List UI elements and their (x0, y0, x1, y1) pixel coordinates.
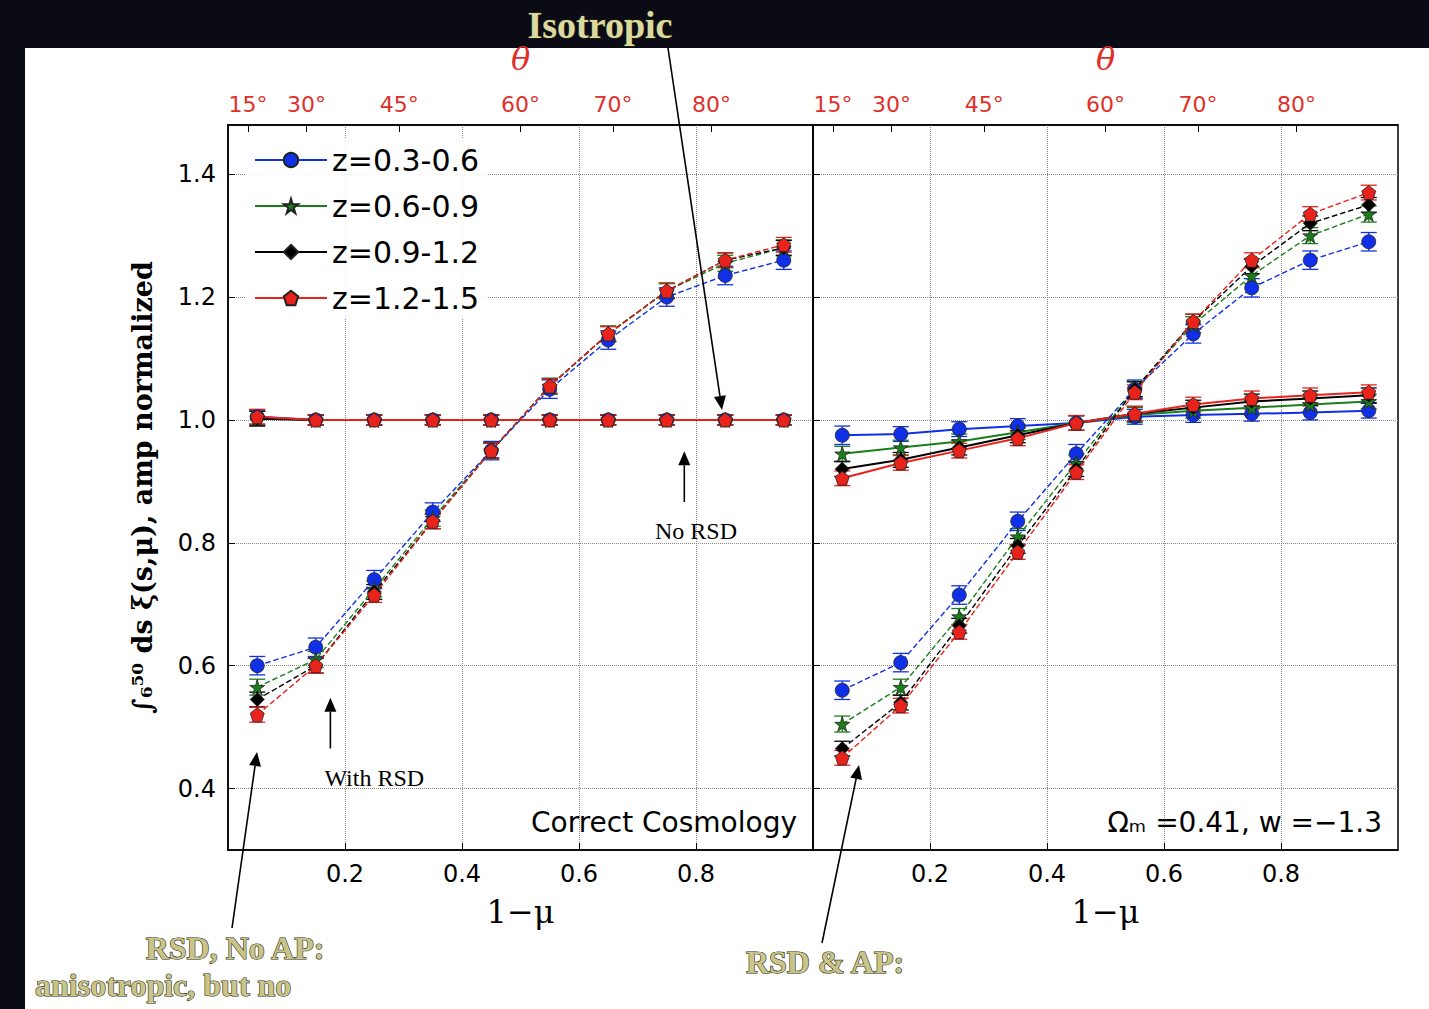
svg-text:θ: θ (1096, 40, 1115, 78)
svg-text:Correct Cosmology: Correct Cosmology (531, 806, 797, 839)
svg-text:0.6: 0.6 (178, 652, 216, 680)
svg-text:15°: 15° (813, 92, 852, 117)
svg-text:60°: 60° (1086, 92, 1125, 117)
svg-text:80°: 80° (1277, 92, 1316, 117)
svg-text:z=0.3-0.6: z=0.3-0.6 (332, 143, 479, 178)
svg-text:0.6: 0.6 (560, 860, 598, 888)
svg-text:Ωₘ =0.41, w =−1.3: Ωₘ =0.41, w =−1.3 (1107, 806, 1382, 839)
svg-text:1−μ: 1−μ (487, 893, 555, 931)
svg-text:1−μ: 1−μ (1072, 893, 1140, 931)
svg-text:80°: 80° (692, 92, 731, 117)
svg-text:0.2: 0.2 (911, 860, 949, 888)
svg-text:1.2: 1.2 (178, 283, 216, 311)
svg-text:15°: 15° (228, 92, 267, 117)
svg-text:With RSD: With RSD (324, 765, 424, 791)
svg-text:anisotropic, but no: anisotropic, but no (35, 967, 291, 1003)
svg-text:z=0.9-1.2: z=0.9-1.2 (332, 235, 479, 270)
svg-text:RSD, No AP:: RSD, No AP: (146, 930, 325, 966)
svg-text:0.6: 0.6 (1145, 860, 1183, 888)
svg-text:z=0.6-0.9: z=0.6-0.9 (332, 189, 479, 224)
svg-text:0.4: 0.4 (443, 860, 481, 888)
svg-text:1.0: 1.0 (178, 406, 216, 434)
svg-text:0.4: 0.4 (178, 775, 216, 803)
svg-text:30°: 30° (872, 92, 911, 117)
svg-text:0.8: 0.8 (677, 860, 715, 888)
svg-text:60°: 60° (501, 92, 540, 117)
svg-text:0.2: 0.2 (326, 860, 364, 888)
svg-text:θ: θ (510, 40, 531, 78)
svg-text:RSD & AP:: RSD & AP: (746, 944, 904, 980)
svg-text:∫₆⁵⁰ ds ξ(s,μ), amp normalized: ∫₆⁵⁰ ds ξ(s,μ), amp normalized (127, 261, 158, 714)
svg-text:0.8: 0.8 (1262, 860, 1300, 888)
svg-text:30°: 30° (287, 92, 326, 117)
svg-text:70°: 70° (1178, 92, 1217, 117)
svg-text:70°: 70° (593, 92, 632, 117)
svg-text:No RSD: No RSD (655, 518, 737, 544)
svg-text:z=1.2-1.5: z=1.2-1.5 (332, 281, 479, 316)
svg-text:Isotropic: Isotropic (528, 4, 673, 46)
svg-text:1.4: 1.4 (178, 160, 216, 188)
svg-text:0.4: 0.4 (1028, 860, 1066, 888)
svg-text:45°: 45° (380, 92, 419, 117)
svg-text:0.8: 0.8 (178, 529, 216, 557)
svg-text:45°: 45° (965, 92, 1004, 117)
